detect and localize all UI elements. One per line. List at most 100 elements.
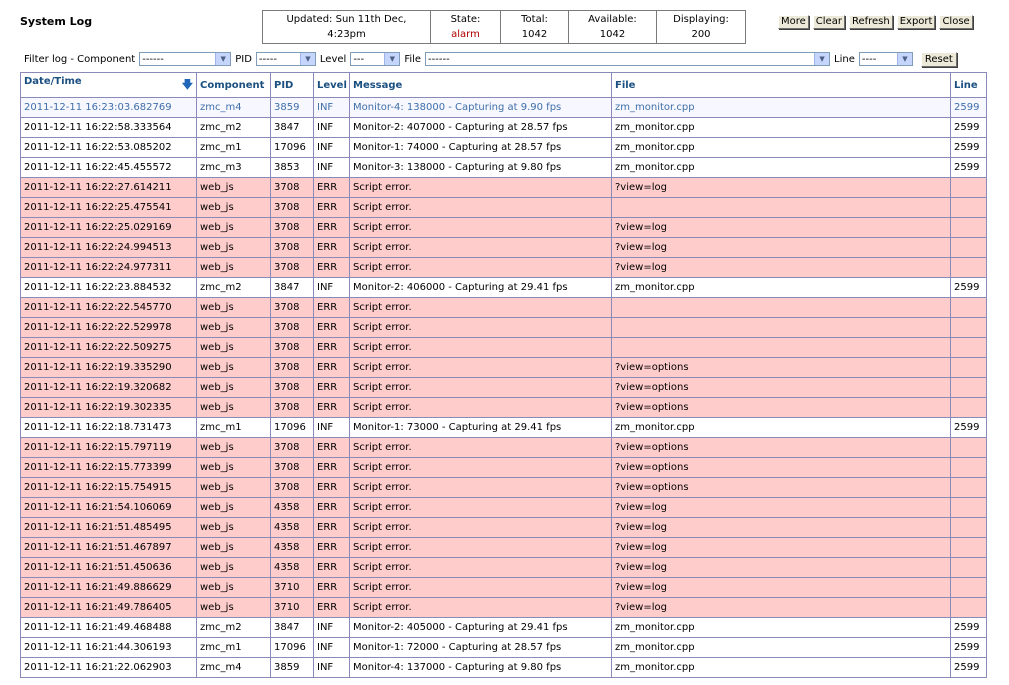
table-row[interactable]: 2011-12-11 16:22:23.884532 zmc_m2 3847 INF M… bbox=[20, 277, 987, 298]
cell-datetime: 2011-12-11 16:21:51.450636 bbox=[20, 557, 197, 578]
cell-file: zm_monitor.cpp bbox=[611, 417, 951, 438]
stat-available-value: 1042 bbox=[599, 29, 626, 40]
cell-level: ERR bbox=[313, 257, 350, 278]
table-row[interactable]: 2011-12-11 16:22:25.029169 web_js 3708 ERR S… bbox=[20, 217, 987, 238]
stat-available-label: Available: bbox=[588, 14, 637, 25]
table-row[interactable]: 2011-12-11 16:23:03.682769 zmc_m4 3859 INF M… bbox=[20, 97, 987, 118]
table-row[interactable]: 2011-12-11 16:22:18.731473 zmc_m1 17096 INF… bbox=[20, 417, 987, 438]
table-row[interactable]: 2011-12-11 16:21:51.467897 web_js 4358 ERR S… bbox=[20, 537, 987, 558]
clear-button[interactable]: Clear bbox=[812, 15, 845, 29]
table-row[interactable]: 2011-12-11 16:22:27.614211 web_js 3708 ERR S… bbox=[20, 177, 987, 198]
cell-level: ERR bbox=[313, 517, 350, 538]
column-header-file[interactable]: File bbox=[611, 72, 951, 98]
stat-displaying-label: Displaying: bbox=[673, 14, 729, 25]
sort-down-icon[interactable]: 🡇 bbox=[181, 77, 193, 91]
table-row[interactable]: 2011-12-11 16:21:49.786405 web_js 3710 ERR S… bbox=[20, 597, 987, 618]
column-header-message[interactable]: Message bbox=[349, 72, 612, 98]
table-row[interactable]: 2011-12-11 16:21:51.485495 web_js 4358 ERR S… bbox=[20, 517, 987, 538]
cell-pid: 3708 bbox=[270, 477, 314, 498]
stat-updated-value: 4:23pm bbox=[327, 29, 366, 40]
table-row[interactable]: 2011-12-11 16:22:19.335290 web_js 3708 ERR S… bbox=[20, 357, 987, 378]
column-header-line[interactable]: Line bbox=[950, 72, 987, 98]
refresh-button[interactable]: Refresh bbox=[848, 15, 893, 29]
cell-line: 2599 bbox=[950, 97, 987, 118]
table-row[interactable]: 2011-12-11 16:22:24.977311 web_js 3708 ERR S… bbox=[20, 257, 987, 278]
cell-component: web_js bbox=[196, 297, 271, 318]
table-row[interactable]: 2011-12-11 16:22:15.754915 web_js 3708 ERR S… bbox=[20, 477, 987, 498]
cell-component: web_js bbox=[196, 357, 271, 378]
cell-datetime: 2011-12-11 16:22:23.884532 bbox=[20, 277, 197, 298]
cell-file: ?view=options bbox=[611, 397, 951, 418]
column-header-datetime[interactable]: Date/Time 🡇 bbox=[20, 72, 197, 98]
cell-file: ?view=log bbox=[611, 177, 951, 198]
table-row[interactable]: 2011-12-11 16:21:49.468488 zmc_m2 3847 INF M… bbox=[20, 617, 987, 638]
cell-level: ERR bbox=[313, 457, 350, 478]
cell-file: ?view=log bbox=[611, 557, 951, 578]
cell-datetime: 2011-12-11 16:22:15.773399 bbox=[20, 457, 197, 478]
cell-level: INF bbox=[313, 97, 350, 118]
table-row[interactable]: 2011-12-11 16:22:22.529978 web_js 3708 ERR S… bbox=[20, 317, 987, 338]
table-row[interactable]: 2011-12-11 16:22:53.085202 zmc_m1 17096 INF… bbox=[20, 137, 987, 158]
component-filter-select[interactable]: ------ ▼ bbox=[139, 52, 232, 66]
column-header-component[interactable]: Component bbox=[196, 72, 271, 98]
cell-pid: 3847 bbox=[270, 617, 314, 638]
cell-level: ERR bbox=[313, 537, 350, 558]
cell-component: web_js bbox=[196, 337, 271, 358]
action-bar: More Clear Refresh Export Close bbox=[778, 15, 973, 29]
level-filter-select[interactable]: --- ▼ bbox=[350, 52, 401, 66]
cell-message: Monitor-4: 138000 - Capturing at 9.90 fp… bbox=[349, 97, 612, 118]
cell-pid: 3708 bbox=[270, 297, 314, 318]
table-row[interactable]: 2011-12-11 16:22:15.797119 web_js 3708 ERR S… bbox=[20, 437, 987, 458]
line-filter-select[interactable]: ---- ▼ bbox=[858, 52, 913, 66]
table-row[interactable]: 2011-12-11 16:22:25.475541 web_js 3708 ERR S… bbox=[20, 197, 987, 218]
cell-message: Monitor-1: 74000 - Capturing at 28.57 fp… bbox=[349, 137, 612, 158]
cell-component: zmc_m1 bbox=[196, 417, 271, 438]
stat-total: Total: 1042 bbox=[501, 11, 569, 43]
filter-bar: Filter log - Component ------ ▼ PID ----… bbox=[24, 51, 957, 67]
table-row[interactable]: 2011-12-11 16:22:22.509275 web_js 3708 ERR S… bbox=[20, 337, 987, 358]
table-row[interactable]: 2011-12-11 16:21:49.886629 web_js 3710 ERR S… bbox=[20, 577, 987, 598]
reset-button[interactable]: Reset bbox=[920, 51, 957, 67]
cell-pid: 17096 bbox=[270, 637, 314, 658]
cell-line: 2599 bbox=[950, 117, 987, 138]
table-row[interactable]: 2011-12-11 16:21:22.062903 zmc_m4 3859 INF M… bbox=[20, 657, 987, 678]
cell-line bbox=[950, 537, 987, 558]
column-header-level[interactable]: Level bbox=[313, 72, 350, 98]
stat-displaying: Displaying: 200 bbox=[657, 11, 745, 43]
cell-pid: 3847 bbox=[270, 117, 314, 138]
cell-pid: 3853 bbox=[270, 157, 314, 178]
close-button[interactable]: Close bbox=[939, 15, 973, 29]
cell-pid: 3710 bbox=[270, 577, 314, 598]
cell-level: ERR bbox=[313, 177, 350, 198]
table-row[interactable]: 2011-12-11 16:22:22.545770 web_js 3708 ERR S… bbox=[20, 297, 987, 318]
cell-message: Script error. bbox=[349, 437, 612, 458]
cell-line bbox=[950, 557, 987, 578]
cell-message: Script error. bbox=[349, 257, 612, 278]
table-row[interactable]: 2011-12-11 16:22:58.333564 zmc_m2 3847 INF M… bbox=[20, 117, 987, 138]
cell-level: ERR bbox=[313, 577, 350, 598]
cell-message: Script error. bbox=[349, 297, 612, 318]
more-button[interactable]: More bbox=[778, 15, 809, 29]
table-row[interactable]: 2011-12-11 16:22:45.455572 zmc_m3 3853 INF M… bbox=[20, 157, 987, 178]
export-button[interactable]: Export bbox=[896, 15, 936, 29]
table-row[interactable]: 2011-12-11 16:22:24.994513 web_js 3708 ERR S… bbox=[20, 237, 987, 258]
table-row[interactable]: 2011-12-11 16:22:19.302335 web_js 3708 ERR S… bbox=[20, 397, 987, 418]
cell-component: web_js bbox=[196, 197, 271, 218]
file-filter-select[interactable]: ------ ▼ bbox=[425, 52, 831, 66]
cell-component: web_js bbox=[196, 397, 271, 418]
table-row[interactable]: 2011-12-11 16:22:19.320682 web_js 3708 ERR S… bbox=[20, 377, 987, 398]
cell-datetime: 2011-12-11 16:21:22.062903 bbox=[20, 657, 197, 678]
chevron-down-icon: ▼ bbox=[215, 53, 231, 65]
cell-component: web_js bbox=[196, 317, 271, 338]
cell-datetime: 2011-12-11 16:21:49.886629 bbox=[20, 577, 197, 598]
page-title: System Log bbox=[20, 15, 93, 28]
chevron-down-icon: ▼ bbox=[814, 53, 830, 65]
pid-filter-select[interactable]: ----- ▼ bbox=[255, 52, 316, 66]
cell-message: Script error. bbox=[349, 597, 612, 618]
table-row[interactable]: 2011-12-11 16:21:54.106069 web_js 4358 ERR S… bbox=[20, 497, 987, 518]
table-row[interactable]: 2011-12-11 16:21:51.450636 web_js 4358 ERR S… bbox=[20, 557, 987, 578]
cell-file: zm_monitor.cpp bbox=[611, 157, 951, 178]
column-header-pid[interactable]: PID bbox=[270, 72, 314, 98]
table-row[interactable]: 2011-12-11 16:22:15.773399 web_js 3708 ERR S… bbox=[20, 457, 987, 478]
table-row[interactable]: 2011-12-11 16:21:44.306193 zmc_m1 17096 INF… bbox=[20, 637, 987, 658]
